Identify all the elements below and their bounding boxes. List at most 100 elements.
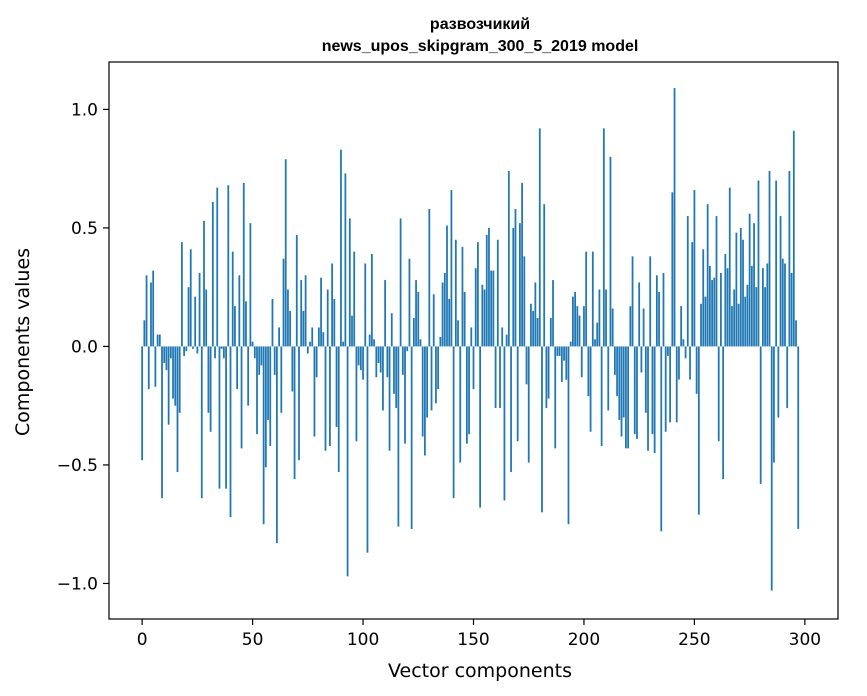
bar-component-56 <box>264 346 267 468</box>
bar-component-129 <box>426 346 428 418</box>
bar-component-175 <box>527 346 530 463</box>
bar-component-143 <box>457 320 459 347</box>
bar-component-57 <box>267 346 269 420</box>
bar-component-289 <box>779 216 782 347</box>
x-axis-ticks: 0 50 100 150 200 250 300 <box>137 619 821 650</box>
bar-component-83 <box>324 346 327 451</box>
bar-component-244 <box>680 306 683 347</box>
bar-component-81 <box>320 277 322 347</box>
bar-component-142 <box>454 239 457 347</box>
bar-component-144 <box>459 346 462 463</box>
bar-component-27 <box>200 346 203 499</box>
bar-component-254 <box>702 249 705 347</box>
bar-component-231 <box>651 346 654 435</box>
bar-component-276 <box>750 265 753 347</box>
y-tick-label: −1.0 <box>57 574 98 594</box>
bar-component-228 <box>644 346 647 413</box>
bar-component-45 <box>240 346 243 449</box>
bar-component-44 <box>238 275 241 347</box>
bar-component-88 <box>335 346 338 428</box>
bar-component-148 <box>468 346 470 435</box>
bar-component-132 <box>432 294 435 347</box>
bar-component-60 <box>273 346 276 375</box>
bar-component-210 <box>605 289 607 347</box>
bar-component-295 <box>792 130 795 347</box>
bar-component-170 <box>516 346 519 442</box>
bar-component-238 <box>667 346 669 356</box>
bar-component-274 <box>746 284 749 347</box>
bar-component-12 <box>167 346 170 425</box>
bar-component-138 <box>446 225 448 347</box>
bar-component-173 <box>523 256 526 347</box>
bar-component-23 <box>192 346 194 349</box>
bar-component-234 <box>658 291 660 347</box>
bar-component-278 <box>755 287 758 347</box>
bar-component-103 <box>368 334 371 347</box>
bar-component-63 <box>280 346 283 413</box>
bar-component-190 <box>560 346 563 382</box>
bar-component-252 <box>697 346 700 515</box>
bar-component-29 <box>205 289 208 347</box>
bar-component-93 <box>346 346 349 577</box>
bar-component-172 <box>521 182 523 347</box>
bar-component-102 <box>366 346 369 553</box>
x-tick-label: 300 <box>789 630 821 650</box>
bar-component-211 <box>607 346 610 411</box>
bar-component-218 <box>622 346 625 418</box>
bar-component-257 <box>708 265 711 347</box>
bar-component-39 <box>227 185 230 347</box>
bar-component-55 <box>262 346 265 525</box>
bar-component-256 <box>706 204 709 347</box>
bar-component-290 <box>781 258 784 347</box>
bar-component-280 <box>759 346 762 484</box>
bar-component-85 <box>329 346 331 446</box>
bar-component-3 <box>147 346 150 390</box>
bar-component-271 <box>739 227 742 347</box>
bar-component-258 <box>711 280 713 347</box>
bar-component-4 <box>150 282 152 347</box>
bar-component-33 <box>214 346 216 359</box>
bar-component-18 <box>181 242 183 347</box>
bar-component-275 <box>748 213 751 347</box>
bar-component-193 <box>567 346 570 525</box>
bar-component-36 <box>220 346 223 349</box>
bar-component-166 <box>507 171 510 347</box>
bar-component-123 <box>412 317 415 347</box>
bar-component-240 <box>671 192 674 347</box>
y-axis-ticks: −1.0 −0.5 0.0 0.5 1.0 <box>57 100 109 594</box>
bar-component-58 <box>269 346 272 446</box>
bar-component-177 <box>532 310 535 347</box>
x-tick-label: 150 <box>457 630 489 650</box>
bar-component-89 <box>337 346 340 473</box>
bar-component-24 <box>194 296 197 347</box>
bar-component-281 <box>762 268 764 347</box>
bar-component-164 <box>503 346 506 501</box>
bar-component-206 <box>596 322 599 347</box>
bar-component-283 <box>766 263 769 347</box>
x-tick-label: 50 <box>242 630 264 650</box>
bar-component-98 <box>357 346 360 366</box>
bar-component-198 <box>578 315 581 347</box>
bar-component-241 <box>673 88 676 347</box>
bar-component-66 <box>287 289 289 347</box>
bar-component-125 <box>417 291 420 347</box>
bar-component-107 <box>377 346 380 364</box>
bar-component-139 <box>448 299 451 347</box>
bar-component-202 <box>587 346 590 397</box>
bar-component-52 <box>256 346 258 435</box>
bar-component-265 <box>726 268 729 347</box>
bar-component-286 <box>773 346 775 463</box>
bar-component-292 <box>786 346 789 409</box>
bar-component-219 <box>625 346 627 449</box>
bar-component-222 <box>631 256 634 347</box>
bar-component-34 <box>216 187 219 347</box>
bar-component-291 <box>784 263 786 347</box>
bar-component-237 <box>664 346 667 432</box>
bar-component-111 <box>386 346 389 378</box>
bar-component-73 <box>302 310 305 347</box>
bar-component-259 <box>713 277 716 347</box>
bar-component-53 <box>258 346 261 375</box>
bar-component-48 <box>247 346 250 406</box>
bars-group <box>141 88 800 591</box>
